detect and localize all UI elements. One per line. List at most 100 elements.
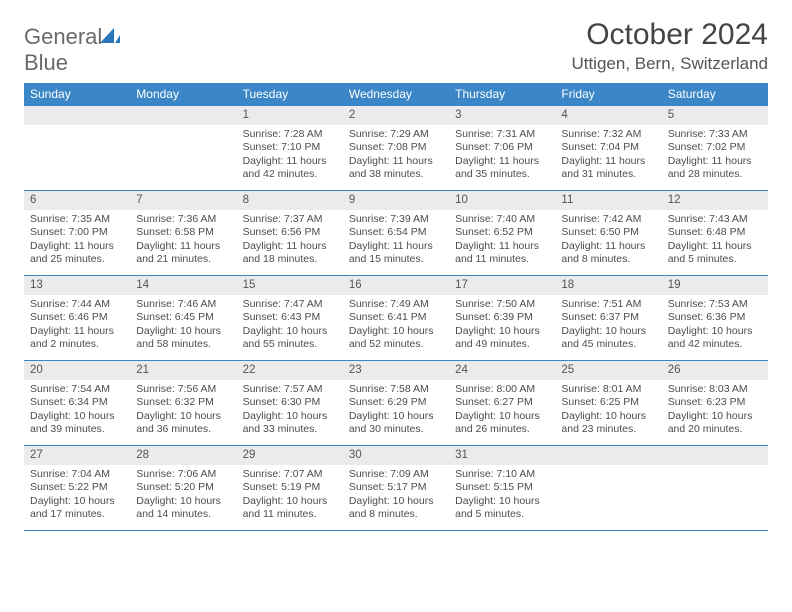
- day-cell: 23Sunrise: 7:58 AMSunset: 6:29 PMDayligh…: [343, 361, 449, 445]
- sunset-text: Sunset: 5:22 PM: [30, 481, 124, 494]
- sunrise-text: Sunrise: 7:42 AM: [561, 213, 655, 226]
- daylight-line2: and 36 minutes.: [136, 423, 230, 436]
- sunrise-text: Sunrise: 7:43 AM: [668, 213, 762, 226]
- sunrise-text: Sunrise: 7:36 AM: [136, 213, 230, 226]
- day-cell: 4Sunrise: 7:32 AMSunset: 7:04 PMDaylight…: [555, 106, 661, 190]
- day-number: 5: [662, 106, 768, 125]
- day-number: 7: [130, 191, 236, 210]
- daylight-line1: Daylight: 10 hours: [243, 325, 337, 338]
- day-number: [555, 446, 661, 465]
- sunset-text: Sunset: 6:41 PM: [349, 311, 443, 324]
- day-cell: [24, 106, 130, 190]
- sunrise-text: Sunrise: 7:51 AM: [561, 298, 655, 311]
- day-body: Sunrise: 7:32 AMSunset: 7:04 PMDaylight:…: [555, 125, 661, 186]
- daylight-line1: Daylight: 11 hours: [455, 240, 549, 253]
- dow-header-tuesday: Tuesday: [237, 83, 343, 105]
- day-number: 2: [343, 106, 449, 125]
- daylight-line2: and 11 minutes.: [455, 253, 549, 266]
- sunset-text: Sunset: 7:06 PM: [455, 141, 549, 154]
- sunset-text: Sunset: 6:23 PM: [668, 396, 762, 409]
- day-cell: 22Sunrise: 7:57 AMSunset: 6:30 PMDayligh…: [237, 361, 343, 445]
- day-cell: 13Sunrise: 7:44 AMSunset: 6:46 PMDayligh…: [24, 276, 130, 360]
- daylight-line1: Daylight: 11 hours: [243, 240, 337, 253]
- day-body: Sunrise: 7:36 AMSunset: 6:58 PMDaylight:…: [130, 210, 236, 271]
- sunset-text: Sunset: 6:46 PM: [30, 311, 124, 324]
- daylight-line2: and 31 minutes.: [561, 168, 655, 181]
- daylight-line2: and 55 minutes.: [243, 338, 337, 351]
- day-body: Sunrise: 7:31 AMSunset: 7:06 PMDaylight:…: [449, 125, 555, 186]
- day-cell: 11Sunrise: 7:42 AMSunset: 6:50 PMDayligh…: [555, 191, 661, 275]
- day-cell: [130, 106, 236, 190]
- day-body: Sunrise: 7:04 AMSunset: 5:22 PMDaylight:…: [24, 465, 130, 526]
- day-body: Sunrise: 7:28 AMSunset: 7:10 PMDaylight:…: [237, 125, 343, 186]
- day-cell: 30Sunrise: 7:09 AMSunset: 5:17 PMDayligh…: [343, 446, 449, 530]
- day-body: Sunrise: 7:42 AMSunset: 6:50 PMDaylight:…: [555, 210, 661, 271]
- daylight-line2: and 30 minutes.: [349, 423, 443, 436]
- day-cell: 29Sunrise: 7:07 AMSunset: 5:19 PMDayligh…: [237, 446, 343, 530]
- sunrise-text: Sunrise: 7:06 AM: [136, 468, 230, 481]
- sunset-text: Sunset: 6:36 PM: [668, 311, 762, 324]
- day-number: 19: [662, 276, 768, 295]
- day-body: Sunrise: 7:57 AMSunset: 6:30 PMDaylight:…: [237, 380, 343, 441]
- sunset-text: Sunset: 5:20 PM: [136, 481, 230, 494]
- day-number: 25: [555, 361, 661, 380]
- day-body: [555, 465, 661, 472]
- day-body: Sunrise: 8:01 AMSunset: 6:25 PMDaylight:…: [555, 380, 661, 441]
- daylight-line2: and 15 minutes.: [349, 253, 443, 266]
- day-number: 13: [24, 276, 130, 295]
- day-cell: 2Sunrise: 7:29 AMSunset: 7:08 PMDaylight…: [343, 106, 449, 190]
- day-number: 11: [555, 191, 661, 210]
- daylight-line1: Daylight: 10 hours: [349, 325, 443, 338]
- sunrise-text: Sunrise: 7:31 AM: [455, 128, 549, 141]
- week-row: 13Sunrise: 7:44 AMSunset: 6:46 PMDayligh…: [24, 275, 768, 360]
- sunset-text: Sunset: 6:56 PM: [243, 226, 337, 239]
- day-cell: 15Sunrise: 7:47 AMSunset: 6:43 PMDayligh…: [237, 276, 343, 360]
- sunrise-text: Sunrise: 7:40 AM: [455, 213, 549, 226]
- day-body: Sunrise: 7:06 AMSunset: 5:20 PMDaylight:…: [130, 465, 236, 526]
- dow-header-wednesday: Wednesday: [343, 83, 449, 105]
- daylight-line1: Daylight: 11 hours: [349, 240, 443, 253]
- sunrise-text: Sunrise: 7:09 AM: [349, 468, 443, 481]
- day-body: Sunrise: 7:44 AMSunset: 6:46 PMDaylight:…: [24, 295, 130, 356]
- day-body: Sunrise: 7:56 AMSunset: 6:32 PMDaylight:…: [130, 380, 236, 441]
- day-number: 24: [449, 361, 555, 380]
- daylight-line2: and 52 minutes.: [349, 338, 443, 351]
- day-cell: 25Sunrise: 8:01 AMSunset: 6:25 PMDayligh…: [555, 361, 661, 445]
- day-cell: 19Sunrise: 7:53 AMSunset: 6:36 PMDayligh…: [662, 276, 768, 360]
- daylight-line1: Daylight: 11 hours: [668, 155, 762, 168]
- day-cell: 12Sunrise: 7:43 AMSunset: 6:48 PMDayligh…: [662, 191, 768, 275]
- sunset-text: Sunset: 6:34 PM: [30, 396, 124, 409]
- sunrise-text: Sunrise: 7:49 AM: [349, 298, 443, 311]
- dow-header-friday: Friday: [555, 83, 661, 105]
- daylight-line1: Daylight: 11 hours: [668, 240, 762, 253]
- sunrise-text: Sunrise: 7:39 AM: [349, 213, 443, 226]
- daylight-line1: Daylight: 11 hours: [30, 325, 124, 338]
- sunrise-text: Sunrise: 7:07 AM: [243, 468, 337, 481]
- sunset-text: Sunset: 6:29 PM: [349, 396, 443, 409]
- daylight-line2: and 39 minutes.: [30, 423, 124, 436]
- day-cell: 10Sunrise: 7:40 AMSunset: 6:52 PMDayligh…: [449, 191, 555, 275]
- daylight-line2: and 26 minutes.: [455, 423, 549, 436]
- day-number: 14: [130, 276, 236, 295]
- daylight-line1: Daylight: 11 hours: [136, 240, 230, 253]
- day-cell: 8Sunrise: 7:37 AMSunset: 6:56 PMDaylight…: [237, 191, 343, 275]
- daylight-line2: and 21 minutes.: [136, 253, 230, 266]
- day-cell: 26Sunrise: 8:03 AMSunset: 6:23 PMDayligh…: [662, 361, 768, 445]
- sunrise-text: Sunrise: 7:04 AM: [30, 468, 124, 481]
- sunset-text: Sunset: 6:39 PM: [455, 311, 549, 324]
- day-body: [24, 125, 130, 132]
- sunset-text: Sunset: 6:43 PM: [243, 311, 337, 324]
- daylight-line2: and 23 minutes.: [561, 423, 655, 436]
- day-body: Sunrise: 7:49 AMSunset: 6:41 PMDaylight:…: [343, 295, 449, 356]
- daylight-line2: and 20 minutes.: [668, 423, 762, 436]
- day-number: 22: [237, 361, 343, 380]
- day-body: Sunrise: 7:51 AMSunset: 6:37 PMDaylight:…: [555, 295, 661, 356]
- sunrise-text: Sunrise: 7:37 AM: [243, 213, 337, 226]
- day-body: [130, 125, 236, 132]
- daylight-line1: Daylight: 11 hours: [561, 155, 655, 168]
- daylight-line2: and 33 minutes.: [243, 423, 337, 436]
- sunrise-text: Sunrise: 7:57 AM: [243, 383, 337, 396]
- day-body: Sunrise: 7:50 AMSunset: 6:39 PMDaylight:…: [449, 295, 555, 356]
- day-number: 10: [449, 191, 555, 210]
- day-cell: 20Sunrise: 7:54 AMSunset: 6:34 PMDayligh…: [24, 361, 130, 445]
